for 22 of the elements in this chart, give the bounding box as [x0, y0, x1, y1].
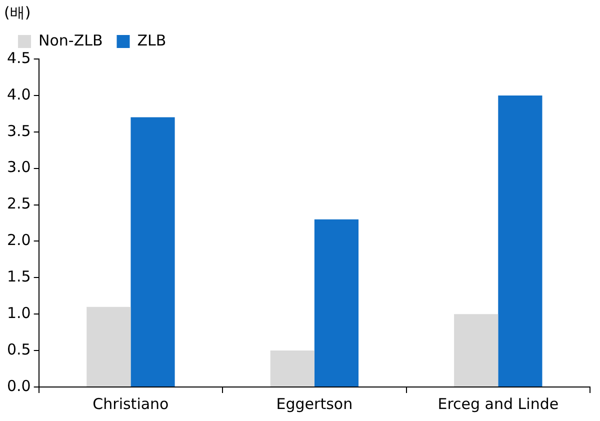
y-tick-label: 3.0: [6, 158, 31, 176]
y-tick-label: 3.5: [6, 122, 31, 140]
bar: [454, 314, 498, 386]
bar: [86, 306, 131, 386]
y-tick-label: 1.0: [6, 304, 31, 322]
bar: [270, 350, 314, 386]
bar: [130, 117, 175, 386]
bar: [314, 219, 359, 386]
legend-label: Non-ZLB: [38, 31, 103, 50]
y-tick-label: 2.5: [6, 194, 31, 213]
y-tick-label: 1.5: [6, 268, 31, 286]
y-tick-label: 4.0: [6, 85, 31, 104]
bar: [498, 95, 542, 386]
y-tick-label: 0.5: [6, 340, 31, 358]
legend-label: ZLB: [137, 31, 166, 50]
y-axis-title: (배): [4, 3, 31, 22]
x-tick-label: Christiano: [92, 394, 169, 413]
y-tick-label: 0.0: [6, 376, 31, 395]
x-tick-label: Erceg and Linde: [438, 394, 559, 413]
y-tick-label: 4.5: [6, 48, 31, 67]
x-tick-label: Eggertson: [276, 394, 353, 413]
y-tick-label: 2.0: [6, 231, 31, 250]
